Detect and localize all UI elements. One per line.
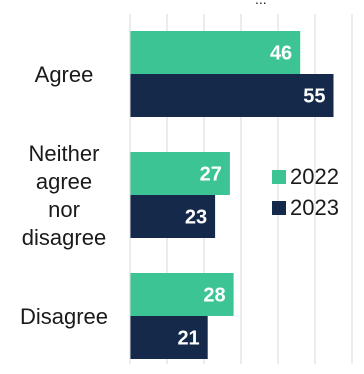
category-labels: Agree Neither agree nor disagree Disagree bbox=[20, 62, 108, 329]
bar-2023-2 bbox=[130, 316, 208, 359]
category-label: Disagree bbox=[20, 304, 108, 329]
category-label: nor bbox=[48, 197, 80, 222]
legend-label-2022: 2022 bbox=[290, 164, 339, 189]
category-label: agree bbox=[36, 169, 92, 194]
category-label: Neither bbox=[29, 141, 100, 166]
category-label: disagree bbox=[22, 225, 106, 250]
title-fragment: ... bbox=[255, 0, 267, 7]
bar-2022-2 bbox=[130, 273, 234, 316]
data-label-2022-2: 28 bbox=[203, 285, 225, 307]
legend-label-2023: 2023 bbox=[290, 195, 339, 220]
category-label: Agree bbox=[35, 62, 94, 87]
legend-swatch-2022 bbox=[272, 170, 286, 184]
data-label-2022-1: 27 bbox=[200, 164, 222, 186]
data-label-2023-0: 55 bbox=[303, 86, 325, 108]
bar-2022-1 bbox=[130, 152, 230, 195]
bar-2022-0 bbox=[130, 31, 301, 74]
legend: 2022 2023 bbox=[272, 164, 339, 220]
data-label-2023-2: 21 bbox=[177, 328, 199, 350]
legend-swatch-2023 bbox=[272, 201, 286, 215]
bar-2023-0 bbox=[130, 74, 334, 117]
bar-2023-1 bbox=[130, 195, 216, 238]
data-label-2023-1: 23 bbox=[185, 207, 207, 229]
data-label-2022-0: 46 bbox=[270, 43, 292, 65]
